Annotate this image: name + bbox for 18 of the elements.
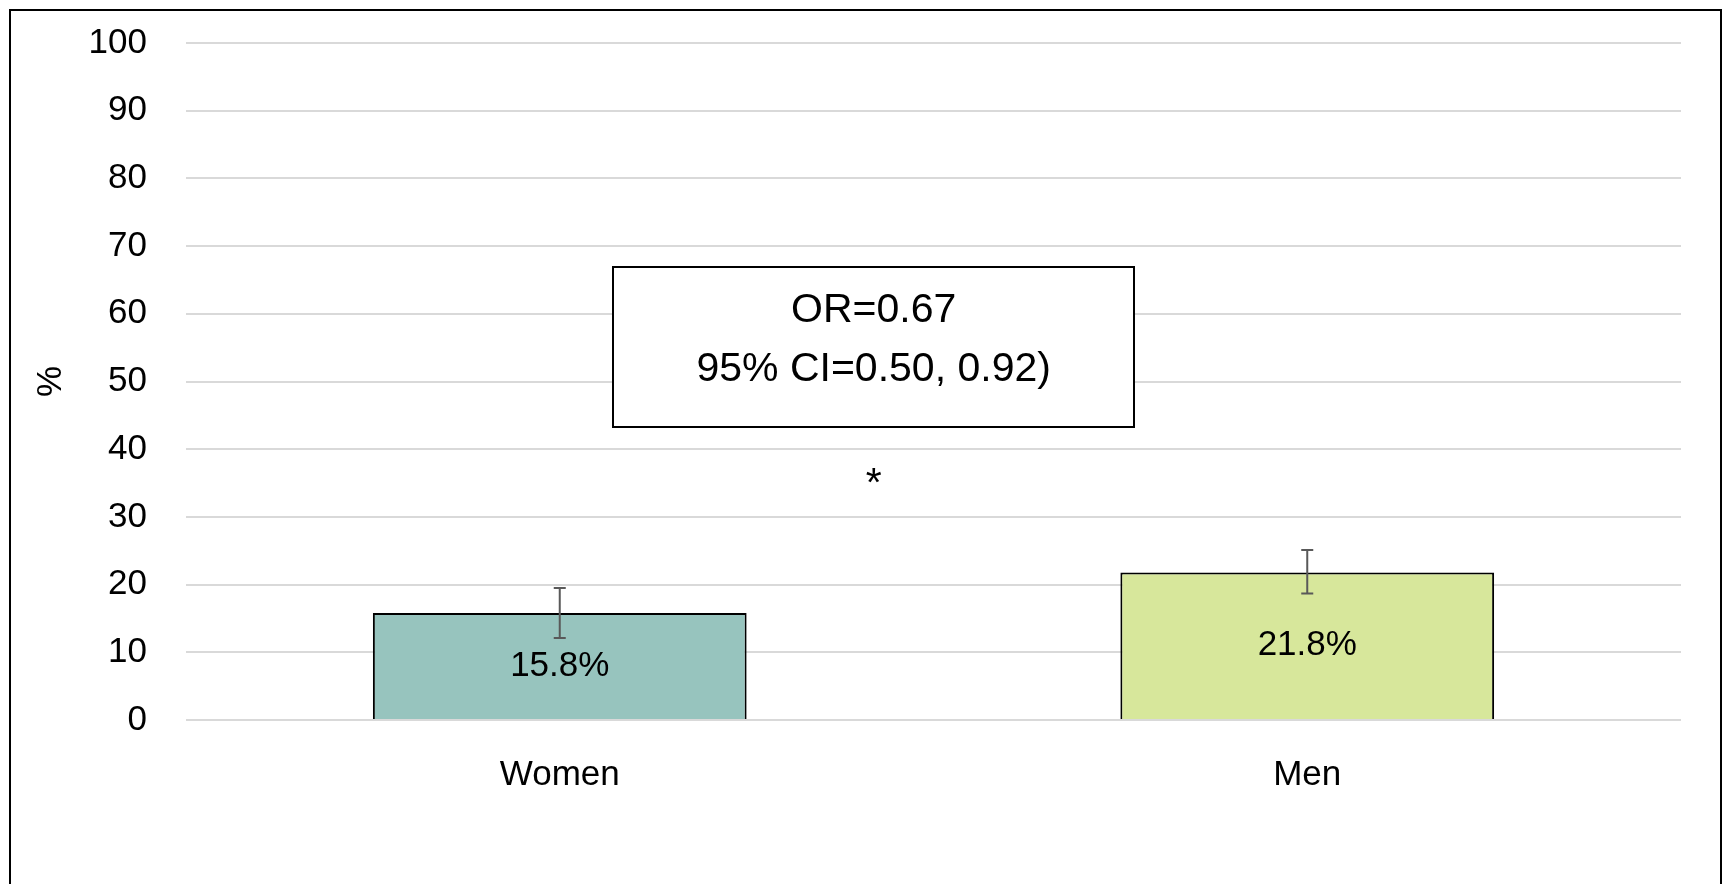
annotation: OR=0.67 95% CI=0.50, 0.92): [695, 284, 1052, 393]
data-label: 15.8%: [510, 643, 610, 683]
y-tick-label: 10: [108, 629, 147, 669]
x-tick-label: Women: [499, 752, 620, 792]
y-tick-label: 80: [108, 156, 147, 196]
y-tick-label: 60: [108, 291, 147, 331]
y-axis-title: %: [28, 365, 68, 398]
y-tick-label: 70: [108, 223, 147, 263]
y-tick-label: 30: [108, 494, 147, 534]
data-label: 21.8%: [1257, 623, 1357, 663]
annotation: *: [865, 459, 882, 506]
y-tick-label: 40: [108, 426, 147, 466]
y-tick-label: 100: [88, 20, 147, 60]
y-tick-label: 0: [127, 697, 147, 737]
y-tick-label: 50: [108, 359, 147, 399]
y-tick-label: 90: [108, 88, 147, 128]
x-tick-label: Men: [1273, 752, 1342, 792]
y-tick-label: 20: [108, 562, 147, 602]
